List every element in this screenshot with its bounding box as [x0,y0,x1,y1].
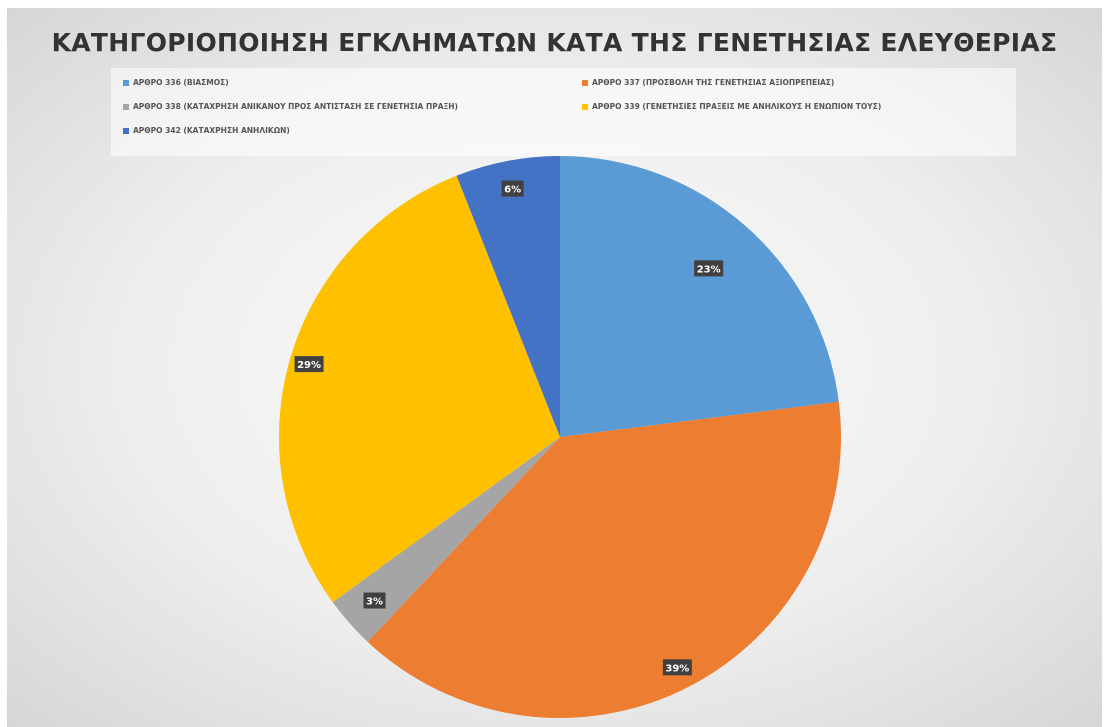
chart-title: ΚΑΤΗΓΟΡΙΟΠΟΙΗΣΗ ΕΓΚΛΗΜΑΤΩΝ ΚΑΤΑ ΤΗΣ ΓΕΝΕ… [51,28,1058,57]
legend-label-339: ΑΡΘΡΟ 339 (ΓΕΝΕΤΗΣΙΕΣ ΠΡΑΞΕΙΣ ΜΕ ΑΝΗΛΙΚΟ… [592,102,882,111]
legend-swatch-338 [123,103,129,110]
legend-label-337: ΑΡΘΡΟ 337 (ΠΡΟΣΒΟΛΗ ΤΗΣ ΓΕΝΕΤΗΣΙΑΣ ΑΞΙΟΠ… [592,78,835,87]
chart-area: ΚΑΤΗΓΟΡΙΟΠΟΙΗΣΗ ΕΓΚΛΗΜΑΤΩΝ ΚΑΤΑ ΤΗΣ ΓΕΝΕ… [7,8,1102,727]
data-label-bg-337 [662,659,692,676]
legend-label-338: ΑΡΘΡΟ 338 (ΚΑΤΑΧΡΗΣΗ ΑΝΙΚΑΝΟΥ ΠΡΟΣ ΑΝΤΙΣ… [133,102,458,111]
legend-label-342: ΑΡΘΡΟ 342 (ΚΑΤΑΧΡΗΣΗ ΑΝΗΛΙΚΩΝ) [133,126,290,135]
legend-swatch-336 [123,79,129,86]
legend-swatch-339 [582,103,588,110]
data-label-337: 39% [662,659,692,676]
legend-item-336: ΑΡΘΡΟ 336 (ΒΙΑΣΜΟΣ) [123,78,229,87]
data-label-bg-339 [294,356,324,373]
pie-slice-337 [367,401,841,718]
data-label-339: 29% [294,356,324,373]
pie-slice-338 [332,437,560,642]
data-label-bg-336 [694,260,724,277]
data-label-text-338: 3% [366,597,383,608]
data-label-336: 23% [694,260,724,277]
pie-slice-339 [278,175,560,603]
data-label-text-337: 39% [665,663,689,674]
data-label-text-336: 23% [697,264,721,275]
legend-swatch-342 [123,127,129,134]
legend-item-338: ΑΡΘΡΟ 338 (ΚΑΤΑΧΡΗΣΗ ΑΝΙΚΑΝΟΥ ΠΡΟΣ ΑΝΤΙΣ… [123,102,458,111]
legend-swatch-337 [582,79,588,86]
chart-legend: ΑΡΘΡΟ 336 (ΒΙΑΣΜΟΣ) ΑΡΘΡΟ 337 (ΠΡΟΣΒΟΛΗ … [111,68,1016,156]
pie-slice-342 [456,156,560,437]
pie-chart: 23% 39% 3% 29% 6% [278,156,841,718]
legend-label-336: ΑΡΘΡΟ 336 (ΒΙΑΣΜΟΣ) [133,78,229,87]
data-label-338: 3% [363,592,386,609]
data-label-bg-338 [363,592,386,609]
pie-slice-336 [560,156,839,437]
data-label-bg-342 [501,180,524,197]
data-label-text-339: 29% [297,360,321,371]
data-label-text-342: 6% [504,185,521,196]
legend-item-342: ΑΡΘΡΟ 342 (ΚΑΤΑΧΡΗΣΗ ΑΝΗΛΙΚΩΝ) [123,126,290,135]
legend-item-337: ΑΡΘΡΟ 337 (ΠΡΟΣΒΟΛΗ ΤΗΣ ΓΕΝΕΤΗΣΙΑΣ ΑΞΙΟΠ… [582,78,834,87]
data-label-342: 6% [501,180,524,197]
legend-item-339: ΑΡΘΡΟ 339 (ΓΕΝΕΤΗΣΙΕΣ ΠΡΑΞΕΙΣ ΜΕ ΑΝΗΛΙΚΟ… [582,102,881,111]
